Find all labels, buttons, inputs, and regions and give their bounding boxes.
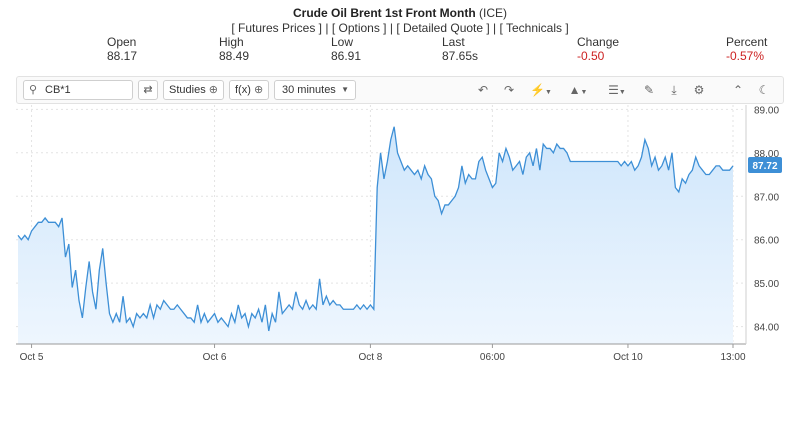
plus-circle-icon: ⊕ [253, 84, 264, 96]
quote-change: Change -0.50 [577, 35, 619, 63]
last-value-badge-bg [748, 156, 782, 173]
y-tick-label: 88.00 [754, 149, 779, 160]
studies-button[interactable]: Studies ⊕ [163, 80, 224, 100]
redo-icon[interactable]: ↷ [503, 83, 515, 97]
gear-icon[interactable]: ⚙ [693, 83, 705, 97]
collapse-icon[interactable]: ⌃ [732, 83, 744, 97]
link-options[interactable]: [ Options ] [331, 21, 387, 35]
functions-button[interactable]: f(x) ⊕ [229, 80, 269, 100]
interval-value: 30 minutes [282, 84, 336, 96]
price-line [17, 126, 734, 332]
x-tick-label: Oct 8 [358, 352, 382, 363]
undo-icon[interactable]: ↶ [477, 83, 489, 97]
chart-toolbar: ⚲ CB*1 ⇄ Studies ⊕ f(x) ⊕ 30 minutes ▼ ↶… [16, 76, 784, 104]
quote-value: -0.50 [577, 49, 605, 63]
quote-label: Change [577, 35, 620, 49]
quote-low: Low 86.91 [331, 35, 361, 63]
quote-label: Percent [726, 35, 768, 49]
quote-label: High [219, 35, 244, 49]
chevron-down-icon: ▼ [341, 85, 349, 94]
link-detailed-quote[interactable]: [ Detailed Quote ] [396, 21, 490, 35]
lightning-icon[interactable]: ⚡▼ [530, 83, 552, 97]
shuffle-icon: ⇄ [143, 84, 153, 96]
exchange-label: (ICE) [479, 6, 507, 20]
quote-percent: Percent -0.57% [726, 35, 767, 63]
chart-type-icon[interactable]: ▲▼ [568, 83, 588, 97]
symbol-input-value: CB*1 [45, 84, 71, 96]
studies-label: Studies [169, 84, 206, 96]
quote-label: Last [442, 35, 465, 49]
y-tick-label: 85.00 [754, 279, 779, 290]
y-tick-label: 84.00 [754, 323, 779, 334]
link-technicals[interactable]: [ Technicals ] [499, 21, 569, 35]
moon-icon[interactable]: ☾ [758, 83, 770, 97]
y-tick-label: 89.00 [754, 105, 779, 116]
y-axis-ticks: 84.00 85.00 86.00 87.00 88.00 89.00 [754, 105, 779, 333]
x-tick-label: Oct 5 [20, 352, 44, 363]
layout-icon[interactable]: ☰▼ [608, 83, 626, 97]
last-value-label: 87.72 [752, 161, 777, 172]
quote-links: [ Futures Prices ] | [ Options ] | [ Det… [231, 21, 569, 35]
quote-open: Open 88.17 [107, 35, 137, 63]
y-tick-label: 86.00 [754, 236, 779, 247]
search-icon: ⚲ [29, 84, 38, 96]
x-tick-label: Oct 10 [613, 352, 643, 363]
x-tick-label: 13:00 [720, 352, 745, 363]
chart-grid [16, 105, 746, 344]
price-area [18, 126, 733, 344]
instrument-name: Crude Oil Brent 1st Front Month [292, 6, 476, 20]
chart-header: Crude Oil Brent 1st Front Month (ICE) [ … [0, 6, 800, 36]
download-icon[interactable]: ⤓ [671, 83, 677, 97]
x-tick-label: Oct 6 [203, 352, 227, 363]
interval-select[interactable]: 30 minutes ▼ [274, 80, 356, 100]
quote-value: 86.91 [331, 49, 362, 63]
quote-value: 88.17 [107, 49, 138, 63]
quote-label: Open [107, 35, 137, 49]
pencil-icon[interactable]: ✎ [643, 83, 655, 97]
x-axis-ticks: Oct 5 Oct 6 Oct 8 06:00 Oct 10 13:00 [20, 344, 746, 363]
last-value-badge: 87.72 [748, 156, 782, 173]
plus-circle-icon: ⊕ [208, 84, 218, 96]
compare-button[interactable]: ⇄ [138, 80, 158, 100]
x-tick-label: 06:00 [480, 352, 505, 363]
quote-value: 87.65s [442, 49, 479, 63]
y-tick-label: 87.00 [754, 192, 779, 203]
quote-value: -0.57% [726, 49, 765, 63]
quote-last: Last 87.65s [442, 35, 478, 63]
quote-label: Low [331, 35, 354, 49]
quote-value: 88.49 [219, 49, 250, 63]
quote-high: High 88.49 [219, 35, 249, 63]
symbol-search-field[interactable]: ⚲ CB*1 [23, 80, 133, 100]
link-futures-prices[interactable]: [ Futures Prices ] [231, 21, 323, 35]
fx-label: f(x) [235, 84, 251, 96]
